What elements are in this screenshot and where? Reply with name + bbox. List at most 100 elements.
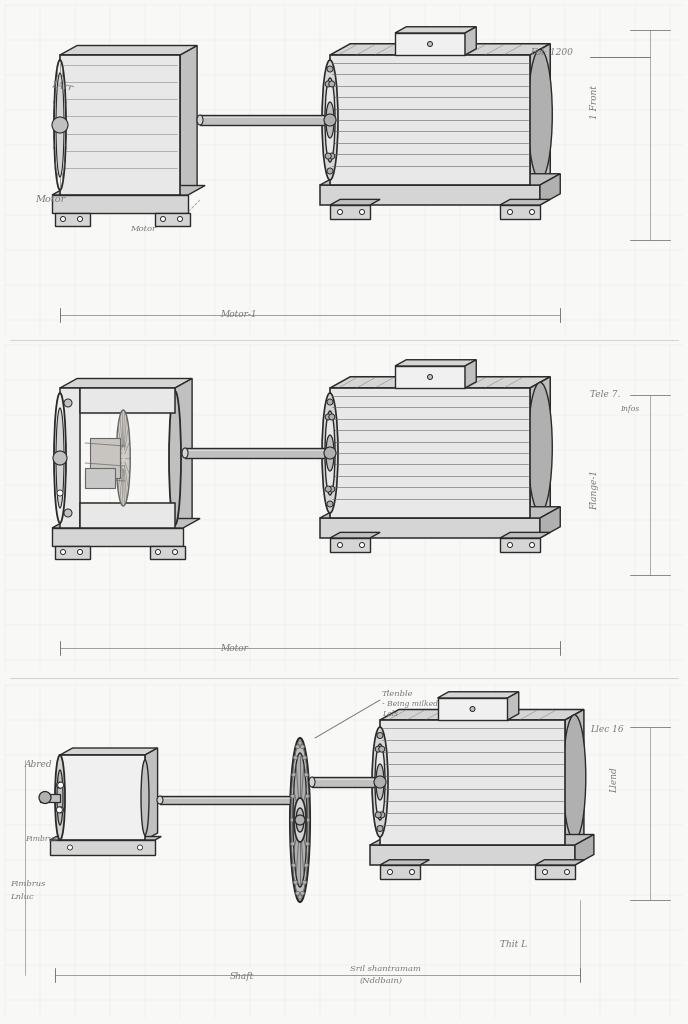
Circle shape (294, 881, 297, 885)
Polygon shape (80, 388, 175, 413)
Polygon shape (200, 115, 330, 125)
Polygon shape (40, 794, 60, 802)
Circle shape (327, 66, 333, 72)
Circle shape (138, 845, 142, 850)
Ellipse shape (375, 744, 385, 820)
Circle shape (325, 153, 331, 159)
Circle shape (379, 812, 385, 818)
Text: Lals: Lals (382, 710, 398, 718)
Circle shape (564, 869, 570, 874)
Polygon shape (500, 532, 550, 538)
Circle shape (298, 895, 302, 899)
Circle shape (39, 792, 51, 804)
Text: 1 Front: 1 Front (590, 85, 599, 119)
Circle shape (178, 216, 182, 221)
Polygon shape (320, 174, 560, 185)
Text: Abred: Abred (25, 760, 52, 769)
Text: Fol: 1200: Fol: 1200 (530, 48, 573, 57)
Circle shape (329, 81, 335, 87)
Text: Fimbrus: Fimbrus (10, 880, 45, 888)
Polygon shape (500, 205, 540, 219)
Polygon shape (155, 213, 190, 226)
Text: Llend: Llend (610, 767, 619, 793)
Circle shape (324, 447, 336, 459)
Circle shape (52, 117, 68, 133)
Circle shape (387, 869, 392, 874)
Text: Motor: Motor (220, 644, 248, 653)
Circle shape (379, 746, 385, 752)
Circle shape (380, 779, 385, 785)
Circle shape (303, 881, 307, 885)
Text: Thit L: Thit L (500, 940, 527, 949)
Circle shape (78, 216, 83, 221)
Ellipse shape (322, 60, 338, 180)
Circle shape (375, 812, 381, 818)
Ellipse shape (57, 770, 63, 825)
Polygon shape (575, 835, 594, 865)
Polygon shape (330, 200, 380, 205)
Polygon shape (320, 518, 540, 538)
Circle shape (295, 815, 305, 825)
Circle shape (290, 795, 294, 798)
Ellipse shape (376, 764, 384, 800)
Circle shape (330, 450, 336, 456)
Polygon shape (380, 720, 565, 845)
Text: Tele 7.: Tele 7. (590, 390, 621, 399)
Text: Flange-1: Flange-1 (590, 470, 599, 510)
Circle shape (327, 168, 333, 174)
Ellipse shape (290, 738, 310, 902)
Polygon shape (52, 195, 188, 213)
Text: Llec 16: Llec 16 (590, 725, 623, 734)
Polygon shape (55, 213, 90, 226)
Ellipse shape (182, 449, 188, 458)
Polygon shape (50, 837, 161, 840)
Text: Sril shantramam: Sril shantramam (350, 965, 421, 973)
Polygon shape (395, 33, 465, 55)
Ellipse shape (326, 102, 334, 138)
Ellipse shape (56, 73, 64, 177)
Polygon shape (380, 710, 584, 720)
Circle shape (360, 543, 365, 548)
Polygon shape (60, 755, 145, 840)
Circle shape (409, 869, 414, 874)
Circle shape (543, 869, 548, 874)
Ellipse shape (197, 115, 203, 125)
Ellipse shape (309, 777, 315, 787)
Circle shape (58, 807, 63, 813)
Text: Infos: Infos (620, 406, 639, 413)
Text: Fimbrus: Fimbrus (25, 835, 57, 843)
Text: 1Arr: 1Arr (50, 80, 74, 93)
Ellipse shape (327, 390, 343, 511)
Circle shape (329, 414, 335, 420)
Polygon shape (500, 200, 550, 205)
Polygon shape (530, 44, 550, 185)
Polygon shape (320, 507, 560, 518)
Polygon shape (438, 698, 508, 720)
Polygon shape (540, 507, 560, 538)
Polygon shape (395, 27, 476, 33)
Text: (Nddbain): (Nddbain) (360, 977, 403, 985)
Polygon shape (60, 388, 80, 528)
Polygon shape (465, 27, 476, 55)
Polygon shape (565, 710, 584, 845)
Polygon shape (535, 865, 575, 879)
Polygon shape (370, 835, 594, 845)
Circle shape (305, 818, 310, 822)
Ellipse shape (294, 798, 306, 842)
Polygon shape (465, 359, 476, 388)
Ellipse shape (54, 60, 66, 190)
Circle shape (301, 744, 304, 749)
Circle shape (427, 42, 433, 46)
Circle shape (155, 550, 160, 555)
Polygon shape (500, 538, 540, 552)
Circle shape (173, 550, 178, 555)
Circle shape (57, 490, 63, 496)
Circle shape (375, 746, 381, 752)
Circle shape (61, 216, 65, 221)
Circle shape (294, 756, 297, 760)
Polygon shape (60, 45, 197, 55)
Ellipse shape (55, 755, 65, 840)
Text: - Being milked: - Being milked (382, 700, 438, 708)
Polygon shape (175, 379, 192, 528)
Circle shape (292, 863, 296, 867)
